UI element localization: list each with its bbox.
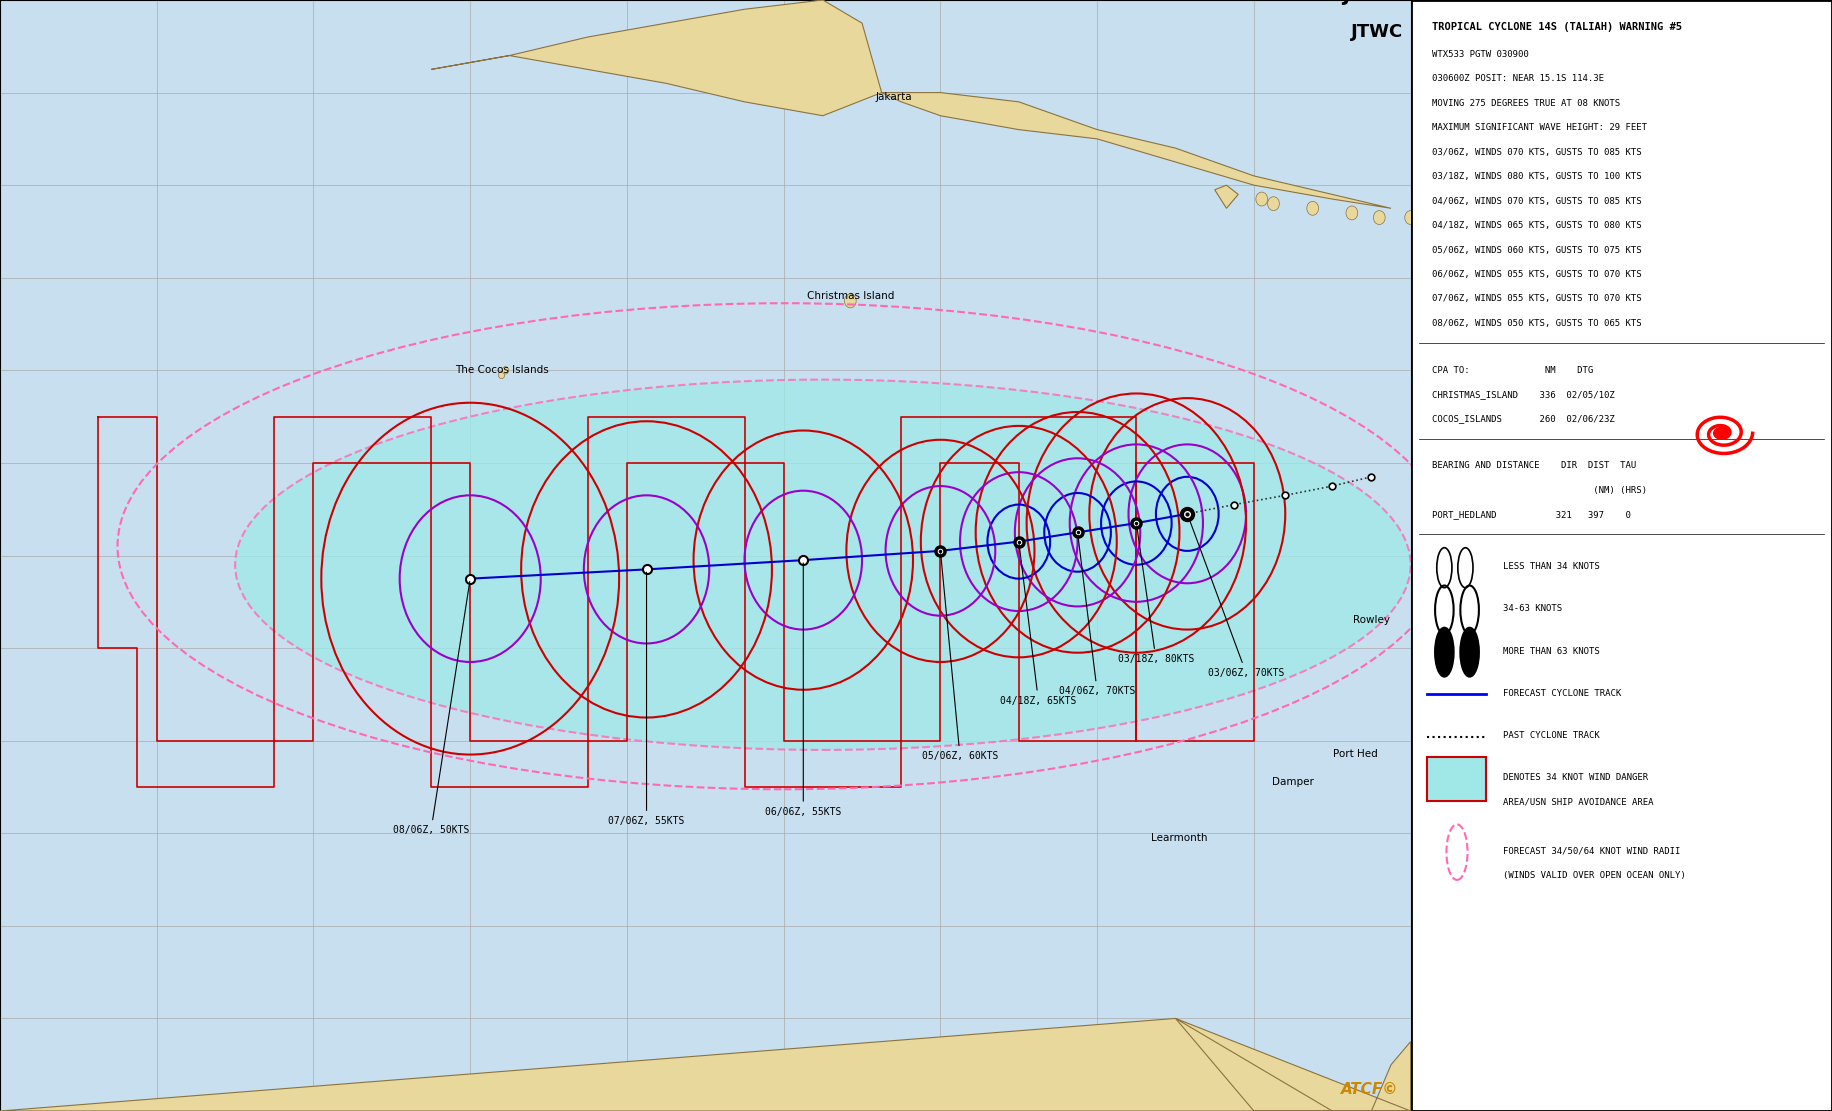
Circle shape [1306,201,1319,216]
FancyBboxPatch shape [1411,0,1832,1111]
Text: Christmas Island: Christmas Island [806,291,894,301]
Circle shape [1257,192,1268,206]
Text: 03/06Z, 70KTS: 03/06Z, 70KTS [1189,517,1284,678]
Polygon shape [0,1019,1411,1111]
Circle shape [1405,211,1416,224]
Text: Learmonth: Learmonth [1150,832,1207,842]
Circle shape [1268,197,1279,211]
Text: (WINDS VALID OVER OPEN OCEAN ONLY): (WINDS VALID OVER OPEN OCEAN ONLY) [1504,871,1685,880]
Text: LESS THAN 34 KNOTS: LESS THAN 34 KNOTS [1504,562,1599,571]
Text: FORECAST 34/50/64 KNOT WIND RADII: FORECAST 34/50/64 KNOT WIND RADII [1504,847,1680,855]
Text: PAST CYCLONE TRACK: PAST CYCLONE TRACK [1504,731,1599,740]
Text: CPA TO:              NM    DTG: CPA TO: NM DTG [1433,366,1594,374]
Polygon shape [881,92,1390,209]
Circle shape [1713,427,1731,440]
Text: DENOTES 34 KNOT WIND DANGER: DENOTES 34 KNOT WIND DANGER [1504,773,1649,782]
Text: 34-63 KNOTS: 34-63 KNOTS [1504,604,1563,613]
Circle shape [1374,211,1385,224]
Text: 04/18Z, 65KTS: 04/18Z, 65KTS [1000,544,1077,705]
Text: ATCF©: ATCF© [1341,1082,1400,1097]
Text: JTWC: JTWC [1350,23,1403,41]
Circle shape [845,294,856,308]
Text: CHRISTMAS_ISLAND    336  02/05/10Z: CHRISTMAS_ISLAND 336 02/05/10Z [1433,390,1614,399]
Text: TROPICAL CYCLONE 14S (TALIAH) WARNING #5: TROPICAL CYCLONE 14S (TALIAH) WARNING #5 [1433,22,1682,32]
Text: MOVING 275 DEGREES TRUE AT 08 KNOTS: MOVING 275 DEGREES TRUE AT 08 KNOTS [1433,99,1619,108]
Text: 04/06Z, WINDS 070 KTS, GUSTS TO 085 KTS: 04/06Z, WINDS 070 KTS, GUSTS TO 085 KTS [1433,197,1641,206]
Text: Jakarta: Jakarta [876,92,912,102]
Text: AREA/USN SHIP AVOIDANCE AREA: AREA/USN SHIP AVOIDANCE AREA [1504,798,1654,807]
Text: 04/06Z, 70KTS: 04/06Z, 70KTS [1059,536,1136,697]
Polygon shape [431,0,881,116]
Circle shape [502,367,509,374]
Text: 05/06Z, 60KTS: 05/06Z, 60KTS [921,553,998,761]
Circle shape [498,371,504,379]
Text: COCOS_ISLANDS       260  02/06/23Z: COCOS_ISLANDS 260 02/06/23Z [1433,414,1614,423]
Text: 08/06Z, 50KTS: 08/06Z, 50KTS [392,581,469,835]
Ellipse shape [234,380,1411,750]
Text: 04/18Z, WINDS 065 KTS, GUSTS TO 080 KTS: 04/18Z, WINDS 065 KTS, GUSTS TO 080 KTS [1433,221,1641,230]
Text: MAXIMUM SIGNIFICANT WAVE HEIGHT: 29 FEET: MAXIMUM SIGNIFICANT WAVE HEIGHT: 29 FEET [1433,123,1647,132]
Text: 030600Z POSIT: NEAR 15.1S 114.3E: 030600Z POSIT: NEAR 15.1S 114.3E [1433,74,1603,83]
Text: 03/18Z, 80KTS: 03/18Z, 80KTS [1118,526,1194,664]
Text: WTX533 PGTW 030900: WTX533 PGTW 030900 [1433,50,1528,59]
Text: 03/18Z, WINDS 080 KTS, GUSTS TO 100 KTS: 03/18Z, WINDS 080 KTS, GUSTS TO 100 KTS [1433,172,1641,181]
Polygon shape [1215,186,1238,209]
Text: JTWC: JTWC [1343,0,1400,6]
Text: Damper: Damper [1271,777,1314,787]
Text: PORT_HEDLAND           321   397    0: PORT_HEDLAND 321 397 0 [1433,510,1630,519]
Text: The Cocos Islands: The Cocos Islands [454,364,548,376]
Text: 06/06Z, 55KTS: 06/06Z, 55KTS [766,563,841,817]
Circle shape [1347,206,1358,220]
FancyBboxPatch shape [1427,757,1486,801]
Text: 03/06Z, WINDS 070 KTS, GUSTS TO 085 KTS: 03/06Z, WINDS 070 KTS, GUSTS TO 085 KTS [1433,148,1641,157]
Text: MORE THAN 63 KNOTS: MORE THAN 63 KNOTS [1504,647,1599,655]
Text: BEARING AND DISTANCE    DIR  DIST  TAU: BEARING AND DISTANCE DIR DIST TAU [1433,461,1636,470]
Text: 08/06Z, WINDS 050 KTS, GUSTS TO 065 KTS: 08/06Z, WINDS 050 KTS, GUSTS TO 065 KTS [1433,319,1641,328]
Text: Port Hed: Port Hed [1334,749,1378,759]
Text: (NM) (HRS): (NM) (HRS) [1433,486,1647,494]
Circle shape [1434,628,1453,677]
Text: 07/06Z, WINDS 055 KTS, GUSTS TO 070 KTS: 07/06Z, WINDS 055 KTS, GUSTS TO 070 KTS [1433,294,1641,303]
Circle shape [1460,628,1478,677]
Text: 06/06Z, WINDS 055 KTS, GUSTS TO 070 KTS: 06/06Z, WINDS 055 KTS, GUSTS TO 070 KTS [1433,270,1641,279]
Text: FORECAST CYCLONE TRACK: FORECAST CYCLONE TRACK [1504,689,1621,698]
Text: 05/06Z, WINDS 060 KTS, GUSTS TO 075 KTS: 05/06Z, WINDS 060 KTS, GUSTS TO 075 KTS [1433,246,1641,254]
Text: Rowley: Rowley [1354,614,1390,625]
Text: 07/06Z, 55KTS: 07/06Z, 55KTS [608,572,685,825]
